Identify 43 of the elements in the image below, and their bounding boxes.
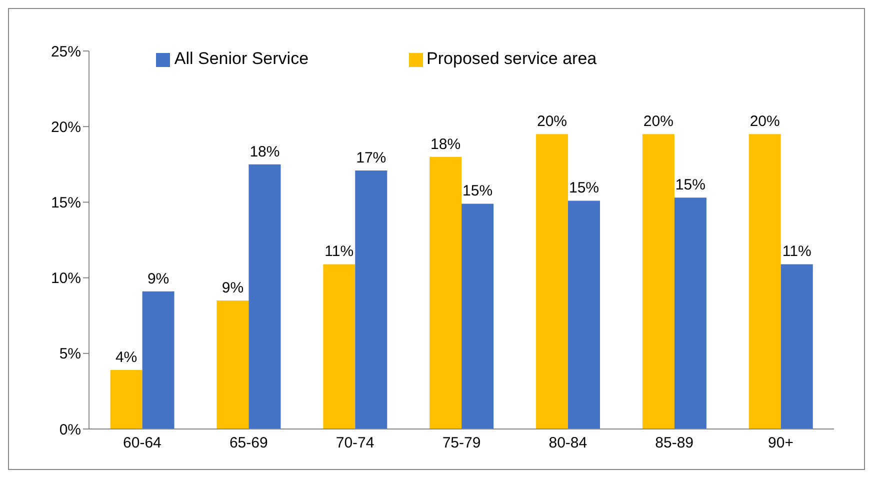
data-label: 20% <box>643 113 674 130</box>
data-label: 17% <box>356 149 386 166</box>
data-label: 20% <box>750 113 780 130</box>
bar <box>142 291 174 429</box>
bar <box>110 370 142 429</box>
y-tick-label: 5% <box>59 346 81 363</box>
data-label: 15% <box>675 176 706 194</box>
bar <box>216 300 249 429</box>
data-label: 9% <box>147 270 170 288</box>
bar <box>430 156 462 429</box>
y-tick-label: 0% <box>59 421 81 438</box>
bar <box>355 170 388 429</box>
data-label: 15% <box>568 180 600 197</box>
bar <box>674 198 706 429</box>
bar <box>536 134 568 429</box>
bar <box>780 264 813 429</box>
bar <box>568 200 600 429</box>
x-tick-label: 60-64 <box>123 434 162 452</box>
data-label: 18% <box>430 136 461 153</box>
x-tick-label: 90+ <box>768 434 794 452</box>
bar <box>248 164 281 429</box>
x-tick-label: 85-89 <box>655 434 694 452</box>
x-tick-label: 80-84 <box>548 434 588 452</box>
data-label: 11% <box>324 243 354 260</box>
data-label: 15% <box>462 182 493 200</box>
y-tick-label: 25% <box>50 43 81 60</box>
y-tick-label: 20% <box>50 118 81 136</box>
data-label: 9% <box>222 279 244 296</box>
data-label: 4% <box>115 349 138 366</box>
data-label: 20% <box>536 113 568 130</box>
bar <box>642 134 674 429</box>
bar <box>462 204 494 429</box>
legend-label: All Senior Service <box>174 49 309 68</box>
legend-label: Proposed service area <box>426 49 597 68</box>
bar <box>748 134 781 429</box>
x-tick-label: 75-79 <box>442 434 481 452</box>
y-tick-label: 10% <box>50 270 81 288</box>
data-label: 18% <box>250 143 280 160</box>
x-tick-label: 65-69 <box>229 434 268 452</box>
bar <box>323 264 356 429</box>
y-tick-label: 15% <box>50 194 81 212</box>
x-tick-label: 70-74 <box>336 434 374 452</box>
data-label: 11% <box>782 243 812 260</box>
